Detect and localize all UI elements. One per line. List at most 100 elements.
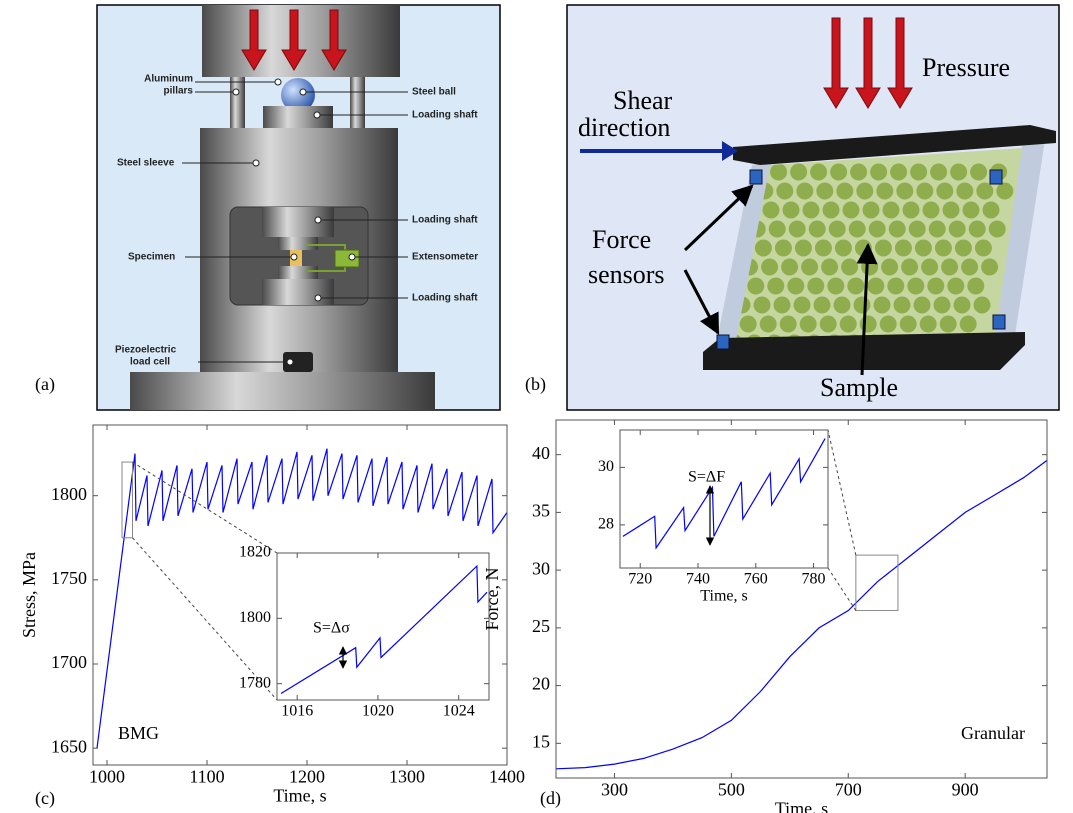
label: direction <box>578 113 670 142</box>
label: Force <box>592 225 651 254</box>
label: sensors <box>588 260 665 289</box>
grain <box>783 202 800 219</box>
grain <box>949 221 966 238</box>
annotation: Granular <box>961 723 1025 743</box>
x-tick-label: 780 <box>802 571 826 588</box>
y-tick-label: 1650 <box>51 736 87 756</box>
label: Piezoelectric <box>115 345 177 356</box>
grain <box>776 183 793 200</box>
panel-label: (a) <box>35 374 55 395</box>
grain <box>889 221 906 238</box>
grain <box>861 259 878 276</box>
x-tick-label: 900 <box>952 780 979 800</box>
grain <box>740 316 757 333</box>
grain <box>969 221 986 238</box>
grain <box>983 202 1000 219</box>
y-axis-label: Stress, MPa <box>19 552 39 638</box>
y-tick-label: 35 <box>532 501 550 521</box>
diagram-a: Aluminum pillars Steel ball Loading shaf… <box>97 5 500 410</box>
grain <box>860 316 877 333</box>
x-axis-label: Time, s <box>273 786 326 806</box>
grain <box>796 183 813 200</box>
grain <box>921 259 938 276</box>
label: Shear <box>613 86 673 115</box>
grain <box>787 278 804 295</box>
grain <box>789 221 806 238</box>
x-tick-label: 1000 <box>89 767 125 787</box>
annotation: BMG <box>118 723 159 743</box>
grain <box>907 278 924 295</box>
annotation: S=Δσ <box>313 620 350 637</box>
panel-label: (d) <box>540 788 561 809</box>
grain <box>947 278 964 295</box>
grain <box>876 183 893 200</box>
grain <box>849 221 866 238</box>
grain <box>754 297 771 314</box>
label: Specimen <box>128 252 175 263</box>
grain <box>923 202 940 219</box>
grain <box>883 202 900 219</box>
label: pillars <box>164 86 194 97</box>
diagram-b: Pressure Shear direction Force sensors S… <box>567 5 1059 410</box>
grain <box>869 221 886 238</box>
grain <box>880 316 897 333</box>
grain <box>967 278 984 295</box>
grain <box>854 297 871 314</box>
grain <box>887 278 904 295</box>
grain <box>867 278 884 295</box>
grain <box>870 164 887 181</box>
grain <box>890 164 907 181</box>
grain <box>816 183 833 200</box>
grain <box>856 183 873 200</box>
grain <box>920 316 937 333</box>
grain <box>914 297 931 314</box>
grain <box>770 164 787 181</box>
grain <box>974 297 991 314</box>
grain <box>935 240 952 257</box>
y-tick-label: 1700 <box>51 652 87 672</box>
figure: Aluminum pillars Steel ball Loading shaf… <box>0 0 1073 813</box>
grain <box>896 183 913 200</box>
x-tick-label: 720 <box>628 571 652 588</box>
grain <box>955 240 972 257</box>
grain <box>934 297 951 314</box>
grain <box>943 202 960 219</box>
panel-label: (b) <box>525 374 546 395</box>
x-tick-label: 1400 <box>489 767 525 787</box>
grain <box>827 278 844 295</box>
grain <box>840 316 857 333</box>
grain <box>863 202 880 219</box>
y-tick-label: 20 <box>532 674 550 694</box>
grain <box>929 221 946 238</box>
grain <box>989 221 1006 238</box>
label: Loading shaft <box>412 293 478 304</box>
panel-label: (c) <box>35 788 55 809</box>
grain <box>794 297 811 314</box>
grain <box>881 259 898 276</box>
grain <box>996 183 1013 200</box>
grain <box>956 183 973 200</box>
label: Extensometer <box>412 252 478 263</box>
grain <box>755 240 772 257</box>
grain <box>895 240 912 257</box>
grain <box>767 278 784 295</box>
grain <box>823 202 840 219</box>
grain <box>790 164 807 181</box>
grain <box>930 164 947 181</box>
y-axis-label: Force, N <box>482 568 502 631</box>
grain <box>941 259 958 276</box>
grain <box>903 202 920 219</box>
grain <box>874 297 891 314</box>
grain <box>961 259 978 276</box>
grain <box>940 316 957 333</box>
y-tick-label: 28 <box>598 516 614 533</box>
grain <box>821 259 838 276</box>
x-tick-label: 500 <box>718 780 745 800</box>
grain <box>834 297 851 314</box>
label: Loading shaft <box>412 110 478 121</box>
grain <box>981 259 998 276</box>
y-tick-label: 40 <box>532 443 550 463</box>
grain <box>909 221 926 238</box>
y-tick-label: 15 <box>532 731 550 751</box>
x-tick-label: 300 <box>601 780 628 800</box>
